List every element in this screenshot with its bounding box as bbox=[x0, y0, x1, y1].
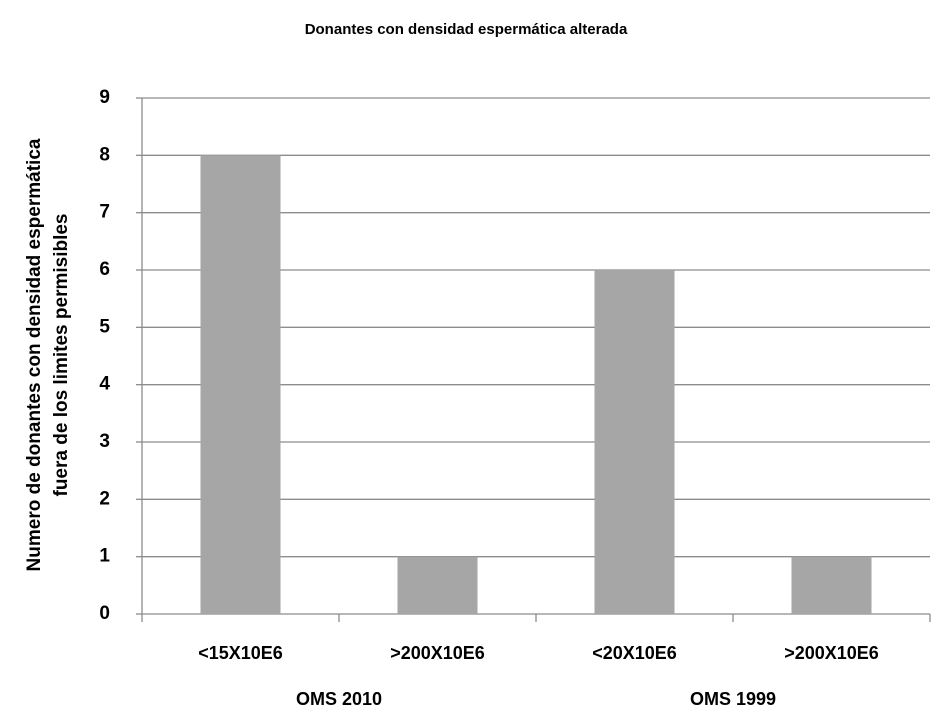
group-label: OMS 1999 bbox=[690, 689, 776, 709]
bar bbox=[397, 556, 478, 614]
y-tick-label: 2 bbox=[99, 488, 110, 509]
bar bbox=[594, 270, 675, 614]
y-tick-label: 4 bbox=[99, 374, 110, 395]
x-tick-label: <20X10E6 bbox=[592, 643, 677, 663]
y-tick-label: 7 bbox=[99, 202, 110, 223]
bar bbox=[200, 155, 281, 615]
y-label-line: Numero de donantes con densidad espermát… bbox=[24, 138, 45, 571]
y-tick-label: 8 bbox=[99, 144, 110, 165]
y-tick-label: 6 bbox=[99, 259, 110, 280]
y-tick-label: 1 bbox=[99, 546, 110, 567]
y-label-line: fuera de los limites permisibles bbox=[51, 214, 72, 497]
y-tick-label: 0 bbox=[99, 603, 110, 624]
x-tick-label: >200X10E6 bbox=[784, 643, 879, 663]
y-axis-label: Numero de donantes con densidad espermát… bbox=[24, 138, 72, 571]
x-tick-label: >200X10E6 bbox=[390, 643, 485, 663]
y-tick-label: 9 bbox=[99, 87, 110, 108]
chart-title: Donantes con densidad espermática altera… bbox=[305, 21, 628, 38]
x-tick-label: <15X10E6 bbox=[198, 643, 283, 663]
y-tick-label: 5 bbox=[99, 316, 110, 337]
y-tick-label: 3 bbox=[99, 431, 110, 452]
group-label: OMS 2010 bbox=[296, 689, 382, 709]
bar bbox=[791, 556, 872, 614]
